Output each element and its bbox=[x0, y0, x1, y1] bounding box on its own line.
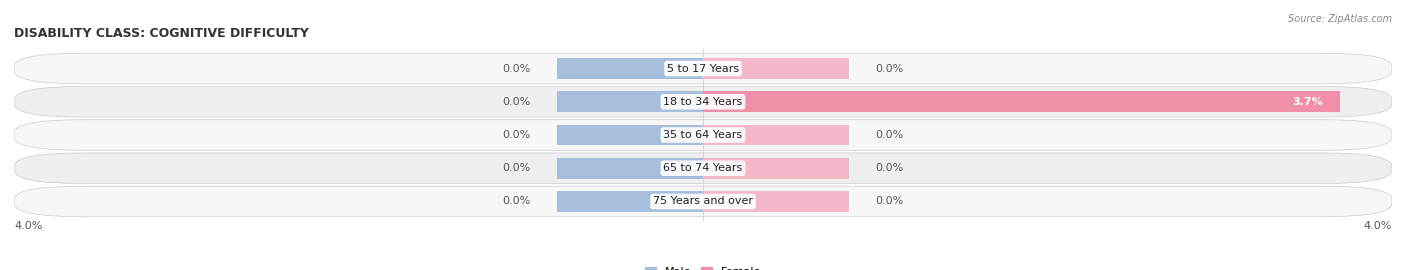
Bar bbox=[557, 58, 703, 79]
FancyBboxPatch shape bbox=[14, 86, 1392, 117]
Bar bbox=[557, 125, 703, 145]
Legend: Male, Female: Male, Female bbox=[641, 262, 765, 270]
Text: 35 to 64 Years: 35 to 64 Years bbox=[664, 130, 742, 140]
Text: 75 Years and over: 75 Years and over bbox=[652, 197, 754, 207]
Text: 18 to 34 Years: 18 to 34 Years bbox=[664, 97, 742, 107]
Bar bbox=[557, 158, 703, 178]
Bar bbox=[703, 92, 1340, 112]
Bar bbox=[703, 191, 849, 212]
FancyBboxPatch shape bbox=[14, 186, 1392, 217]
Text: 0.0%: 0.0% bbox=[875, 63, 904, 73]
Text: 0.0%: 0.0% bbox=[502, 163, 531, 173]
Text: 0.0%: 0.0% bbox=[875, 197, 904, 207]
Text: 0.0%: 0.0% bbox=[502, 130, 531, 140]
Bar bbox=[703, 158, 849, 178]
Text: Source: ZipAtlas.com: Source: ZipAtlas.com bbox=[1288, 14, 1392, 23]
Text: 4.0%: 4.0% bbox=[1364, 221, 1392, 231]
Text: 3.7%: 3.7% bbox=[1292, 97, 1323, 107]
FancyBboxPatch shape bbox=[14, 53, 1392, 84]
Text: 0.0%: 0.0% bbox=[502, 97, 531, 107]
Text: 0.0%: 0.0% bbox=[502, 197, 531, 207]
Bar bbox=[557, 92, 703, 112]
Text: 0.0%: 0.0% bbox=[875, 163, 904, 173]
Bar bbox=[703, 125, 849, 145]
Text: 0.0%: 0.0% bbox=[875, 130, 904, 140]
Text: 5 to 17 Years: 5 to 17 Years bbox=[666, 63, 740, 73]
FancyBboxPatch shape bbox=[14, 153, 1392, 184]
FancyBboxPatch shape bbox=[14, 120, 1392, 150]
Text: DISABILITY CLASS: COGNITIVE DIFFICULTY: DISABILITY CLASS: COGNITIVE DIFFICULTY bbox=[14, 28, 309, 40]
Text: 0.0%: 0.0% bbox=[502, 63, 531, 73]
Bar bbox=[557, 191, 703, 212]
Bar bbox=[703, 58, 849, 79]
Text: 4.0%: 4.0% bbox=[14, 221, 42, 231]
Text: 65 to 74 Years: 65 to 74 Years bbox=[664, 163, 742, 173]
